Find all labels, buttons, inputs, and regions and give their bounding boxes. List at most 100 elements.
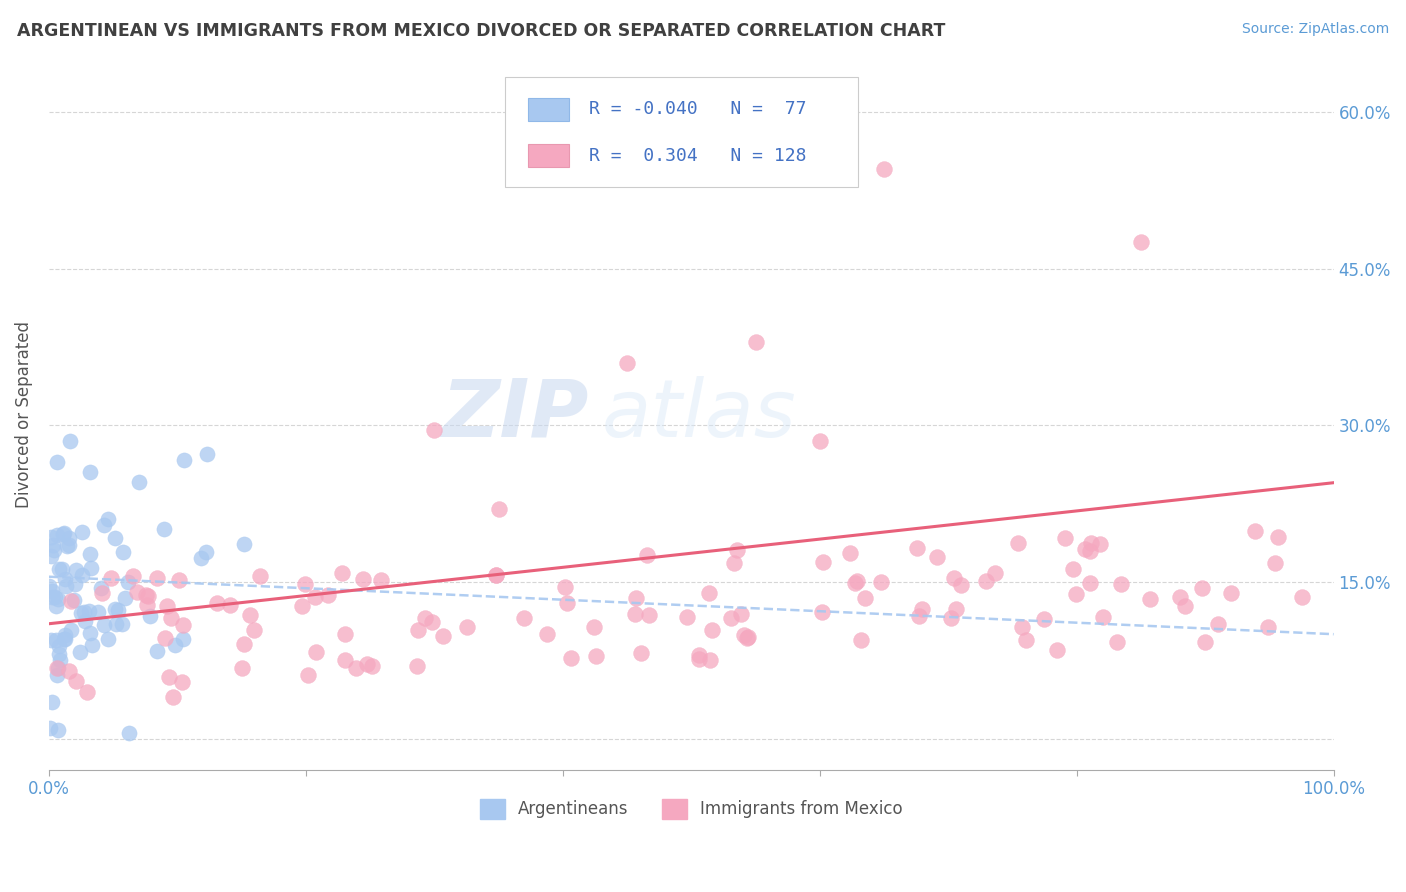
Point xyxy=(46,660,69,674)
Point xyxy=(513,611,536,625)
Point xyxy=(870,575,893,590)
Point xyxy=(249,569,271,583)
Point xyxy=(73,605,96,619)
Point xyxy=(42,543,65,558)
Point xyxy=(90,581,112,595)
Point xyxy=(117,574,139,589)
Point xyxy=(69,645,91,659)
Point xyxy=(1053,531,1076,545)
Point xyxy=(1062,562,1084,576)
Point xyxy=(560,651,582,665)
Point xyxy=(243,624,266,638)
Point xyxy=(135,589,157,603)
Point xyxy=(41,695,63,709)
Point xyxy=(55,539,77,553)
Point xyxy=(344,661,367,675)
Point xyxy=(720,611,742,625)
Point xyxy=(1078,575,1101,590)
Point xyxy=(65,563,87,577)
Point xyxy=(1208,617,1230,632)
Point xyxy=(1257,620,1279,634)
Point xyxy=(239,607,262,622)
Point xyxy=(195,545,218,559)
Point xyxy=(58,538,80,552)
Point xyxy=(93,518,115,533)
Point xyxy=(76,684,98,698)
Point xyxy=(55,579,77,593)
Point xyxy=(135,599,157,613)
Point xyxy=(925,549,948,564)
Point xyxy=(1291,590,1313,604)
Point xyxy=(39,530,62,544)
Point xyxy=(146,644,169,658)
Point xyxy=(844,575,866,590)
Point xyxy=(97,512,120,526)
Point xyxy=(52,526,75,541)
Point xyxy=(1139,592,1161,607)
Point xyxy=(733,628,755,642)
Point xyxy=(333,653,356,667)
Point xyxy=(1220,585,1243,599)
Point xyxy=(744,334,766,349)
Point xyxy=(90,586,112,600)
Point xyxy=(291,599,314,614)
Point xyxy=(111,617,134,632)
Point xyxy=(48,562,70,576)
Point xyxy=(45,633,67,648)
FancyBboxPatch shape xyxy=(529,145,569,167)
Point xyxy=(70,606,93,620)
Y-axis label: Divorced or Separated: Divorced or Separated xyxy=(15,321,32,508)
Point xyxy=(156,599,179,614)
Point xyxy=(853,591,876,605)
Point xyxy=(624,607,647,621)
Point xyxy=(46,723,69,738)
Point xyxy=(45,455,67,469)
Point xyxy=(976,574,998,588)
Point xyxy=(1170,590,1192,604)
Point xyxy=(72,568,94,582)
Point xyxy=(725,543,748,558)
Point xyxy=(413,611,436,625)
Point xyxy=(205,596,228,610)
Point xyxy=(195,447,218,461)
Point xyxy=(160,611,183,625)
Point xyxy=(911,602,934,616)
Point xyxy=(107,603,129,617)
Point xyxy=(157,670,180,684)
Point xyxy=(38,579,60,593)
Point xyxy=(423,424,446,438)
Point xyxy=(700,623,723,637)
Point xyxy=(51,561,73,575)
Point xyxy=(688,648,710,662)
Point xyxy=(173,452,195,467)
Text: R = -0.040   N =  77: R = -0.040 N = 77 xyxy=(589,100,806,119)
Point xyxy=(53,632,76,646)
Point xyxy=(44,590,66,604)
Point xyxy=(723,556,745,570)
Point xyxy=(87,606,110,620)
Point xyxy=(1007,535,1029,549)
Point xyxy=(905,541,928,555)
Point xyxy=(1267,530,1289,544)
Point xyxy=(1129,235,1152,250)
FancyBboxPatch shape xyxy=(529,98,569,120)
Point xyxy=(370,573,392,587)
Point xyxy=(122,568,145,582)
Point xyxy=(105,617,128,632)
Point xyxy=(63,593,86,607)
Point xyxy=(356,657,378,672)
Point xyxy=(65,674,87,689)
Point xyxy=(316,588,339,602)
Point xyxy=(699,653,721,667)
Point xyxy=(232,637,254,651)
Point xyxy=(231,661,253,675)
Point xyxy=(811,606,834,620)
Point xyxy=(1174,599,1197,614)
Point xyxy=(1015,633,1038,648)
Point xyxy=(170,674,193,689)
Point xyxy=(79,465,101,479)
Point xyxy=(808,434,831,448)
Point xyxy=(1264,556,1286,570)
Point xyxy=(48,640,70,654)
Point xyxy=(58,664,80,678)
